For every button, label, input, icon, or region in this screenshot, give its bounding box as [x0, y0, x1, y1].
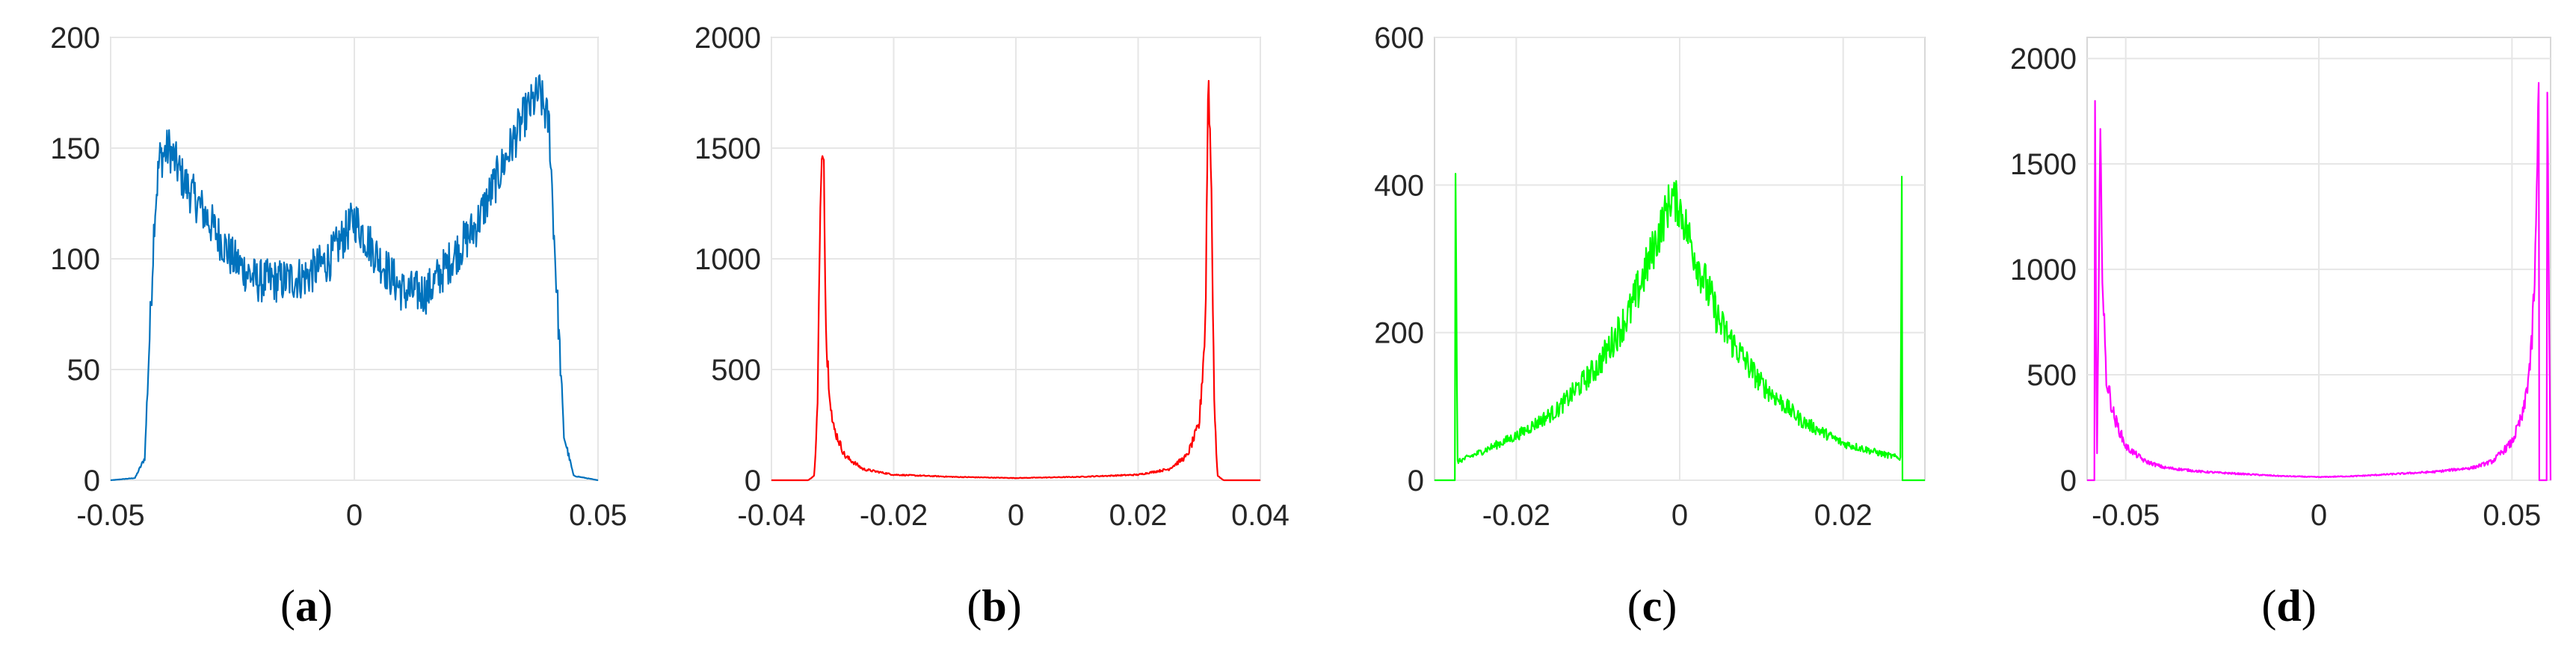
- caption-close-paren: ): [1007, 581, 1022, 631]
- y-tick-label: 0: [1408, 465, 1424, 497]
- caption-letter: d: [2276, 581, 2301, 631]
- y-tick-label: 150: [50, 132, 100, 165]
- x-tick-label: -0.04: [737, 499, 805, 532]
- y-tick-label: 1000: [694, 243, 761, 276]
- y-tick-label: 200: [1374, 317, 1424, 350]
- histogram-series: [1434, 173, 1926, 482]
- x-tick-label: -0.02: [1482, 499, 1550, 532]
- histogram-series: [2086, 82, 2552, 482]
- x-tick-label: 0: [1671, 499, 1688, 532]
- y-tick-label: 1000: [2010, 254, 2077, 286]
- y-tick-label: 1500: [694, 132, 761, 165]
- y-tick-label: 2000: [2010, 43, 2077, 76]
- caption-close-paren: ): [2302, 581, 2317, 631]
- y-tick-label: 2000: [694, 22, 761, 55]
- x-tick-label: 0.04: [1231, 499, 1289, 532]
- y-tick-label: 500: [2027, 359, 2077, 392]
- caption-letter: c: [1642, 581, 1663, 631]
- histogram-series: [110, 74, 599, 482]
- y-tick-label: 600: [1374, 22, 1424, 55]
- x-tick-label: 0: [346, 499, 363, 532]
- y-tick-label: 400: [1374, 169, 1424, 202]
- x-tick-label: 0.02: [1814, 499, 1873, 532]
- y-tick-label: 200: [50, 22, 100, 55]
- y-tick-label: 1500: [2010, 148, 2077, 181]
- panel-caption: (a): [280, 581, 333, 631]
- caption-open-paren: (: [2261, 581, 2276, 631]
- x-tick-label: -0.02: [860, 499, 928, 532]
- x-tick-label: 0: [2311, 499, 2327, 532]
- x-tick-label: -0.05: [2092, 499, 2160, 532]
- caption-close-paren: ): [318, 581, 333, 631]
- panel-caption: (b): [967, 581, 1021, 631]
- histogram-series: [771, 79, 1261, 482]
- x-tick-label: 0.02: [1109, 499, 1168, 532]
- y-tick-label: 50: [67, 354, 101, 387]
- panel-caption: (d): [2261, 581, 2316, 631]
- y-tick-label: 100: [50, 243, 100, 276]
- chart-panel-b: -0.04 -0.02 0 0.02 0.04 0 500 1000 1500 2000 (b): [694, 22, 1289, 631]
- y-tick-label: 0: [84, 465, 100, 497]
- y-tick-label: 500: [711, 354, 761, 387]
- chart-panel-c: -0.02 0 0.02 0 200 400 600 (c): [1374, 22, 1926, 631]
- caption-open-paren: (: [1627, 581, 1642, 631]
- y-tick-label: 0: [745, 465, 761, 497]
- caption-letter: a: [295, 581, 318, 631]
- caption-close-paren: ): [1662, 581, 1677, 631]
- caption-open-paren: (: [967, 581, 982, 631]
- x-tick-label: 0: [1008, 499, 1024, 532]
- x-tick-label: -0.05: [76, 499, 144, 532]
- x-tick-label: 0.05: [2483, 499, 2541, 532]
- x-tick-label: 0.05: [569, 499, 627, 532]
- y-tick-label: 0: [2060, 465, 2077, 497]
- chart-panel-d: -0.05 0 0.05 0 500 1000 1500 2000 (d): [2010, 37, 2552, 631]
- panel-caption: (c): [1627, 581, 1677, 631]
- caption-letter: b: [982, 581, 1006, 631]
- caption-open-paren: (: [280, 581, 295, 631]
